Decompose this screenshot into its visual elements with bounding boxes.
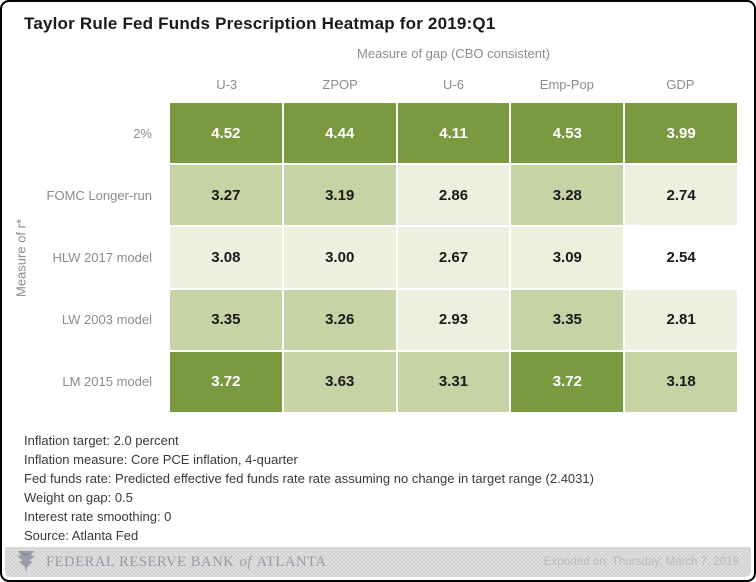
heatmap-cell-r4-c3: 3.72 bbox=[511, 351, 624, 412]
heatmap-cell-r3-c3: 3.35 bbox=[511, 289, 624, 350]
heatmap-cell-r3-c0: 3.35 bbox=[170, 289, 282, 350]
note-line-3: Weight on gap: 0.5 bbox=[24, 490, 133, 505]
heatmap-cell-r1-c4: 2.74 bbox=[625, 165, 737, 226]
heatmap-cell-r2-c2: 2.67 bbox=[397, 227, 510, 288]
bank-name-part1: FEDERAL RESERVE BANK bbox=[46, 553, 235, 570]
bank-name-part3: ATLANTA bbox=[256, 553, 327, 570]
column-label-1: ZPOP bbox=[322, 77, 358, 92]
row-label-4: LM 2015 model bbox=[62, 373, 152, 389]
x-axis-group-label: Measure of gap (CBO consistent) bbox=[357, 46, 550, 61]
branding-footer-bar: FEDERAL RESERVE BANK of ATLANTA Exported… bbox=[5, 547, 751, 577]
row-label-2: HLW 2017 model bbox=[52, 249, 152, 265]
chart-notes: Inflation target: 2.0 percent Inflation m… bbox=[24, 431, 594, 545]
row-label-column: 2% FOMC Longer-run HLW 2017 model LW 2003 m… bbox=[2, 103, 162, 412]
row-label-0: 2% bbox=[133, 126, 152, 142]
note-line-1: Inflation measure: Core PCE inflation, 4… bbox=[24, 452, 298, 467]
chart-title: Taylor Rule Fed Funds Prescription Heatm… bbox=[24, 14, 496, 33]
bank-name: FEDERAL RESERVE BANK of ATLANTA bbox=[46, 554, 326, 571]
column-label-0: U-3 bbox=[216, 77, 238, 92]
heatmap-cell-r4-c2: 3.31 bbox=[397, 351, 510, 412]
heatmap-cell-r3-c2: 2.93 bbox=[397, 289, 510, 350]
heatmap-cell-r1-c3: 3.28 bbox=[511, 165, 624, 226]
heatmap-cell-r0-c4: 3.99 bbox=[625, 103, 737, 164]
bank-name-of: of bbox=[239, 553, 253, 570]
column-label-2: U-6 bbox=[443, 77, 464, 92]
export-date: Exported on: Thursday, March 7, 2019 bbox=[543, 556, 739, 568]
heatmap-cell-r1-c1: 3.19 bbox=[283, 165, 396, 226]
heatmap-grid: 4.52 4.44 4.11 4.53 3.99 3.27 3.19 2.86 3.28 2.74… bbox=[170, 103, 737, 412]
heatmap-cell-r0-c2: 4.11 bbox=[397, 103, 510, 164]
atlanta-fed-eagle-logo bbox=[17, 551, 35, 573]
heatmap-cell-r4-c4: 3.18 bbox=[625, 351, 737, 412]
heatmap-cell-r1-c0: 3.27 bbox=[170, 165, 282, 226]
row-label-1: FOMC Longer-run bbox=[46, 188, 152, 204]
column-label-3: Emp-Pop bbox=[539, 77, 594, 92]
heatmap-cell-r2-c0: 3.08 bbox=[170, 227, 282, 288]
heatmap-cell-r2-c4: 2.54 bbox=[625, 227, 737, 288]
heatmap-cell-r4-c1: 3.63 bbox=[283, 351, 396, 412]
heatmap-cell-r0-c3: 4.53 bbox=[511, 103, 624, 164]
column-label-4: GDP bbox=[666, 77, 695, 92]
heatmap-cell-r0-c1: 4.44 bbox=[283, 103, 396, 164]
row-label-3: LW 2003 model bbox=[61, 311, 152, 327]
heatmap-cell-r0-c0: 4.52 bbox=[170, 103, 282, 164]
heatmap-cell-r3-c4: 2.81 bbox=[625, 289, 737, 350]
note-line-0: Inflation target: 2.0 percent bbox=[24, 433, 179, 448]
column-header-row: U-3 ZPOP U-6 Emp-Pop GDP bbox=[170, 77, 737, 94]
heatmap-cell-r4-c0: 3.72 bbox=[170, 351, 282, 412]
heatmap-cell-r3-c1: 3.26 bbox=[283, 289, 396, 350]
note-line-5: Source: Atlanta Fed bbox=[24, 528, 139, 543]
heatmap-cell-r1-c2: 2.86 bbox=[397, 165, 510, 226]
note-line-2: Fed funds rate: Predicted effective fed … bbox=[24, 471, 594, 486]
note-line-4: Interest rate smoothing: 0 bbox=[24, 509, 172, 524]
heatmap-cell-r2-c3: 3.09 bbox=[511, 227, 624, 288]
heatmap-cell-r2-c1: 3.00 bbox=[283, 227, 396, 288]
